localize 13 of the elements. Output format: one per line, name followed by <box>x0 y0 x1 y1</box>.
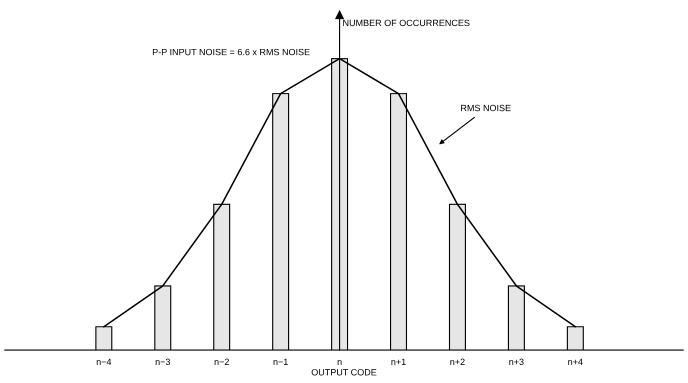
x-tick-label: n+2 <box>450 358 465 365</box>
x-tick-label: n−1 <box>274 358 288 365</box>
x-tick-label: n−3 <box>156 358 170 366</box>
x-tick-label: n+3 <box>509 358 524 366</box>
x-tick-label: n+4 <box>568 358 583 365</box>
annotation: RMS NOISE <box>461 104 511 112</box>
x-tick-label: n <box>338 360 342 365</box>
text: P-P INPUT NOISE = 6.6 x RMS NOISE <box>152 48 310 56</box>
x-tick-label: n+1 <box>391 358 406 365</box>
x-axis-title: OUTPUT CODE <box>312 369 376 376</box>
x-tick-label: n−2 <box>214 358 229 365</box>
x-tick-label: n−4 <box>96 358 112 365</box>
y-axis-title: NUMBER OF OCCURRENCES <box>343 20 470 26</box>
